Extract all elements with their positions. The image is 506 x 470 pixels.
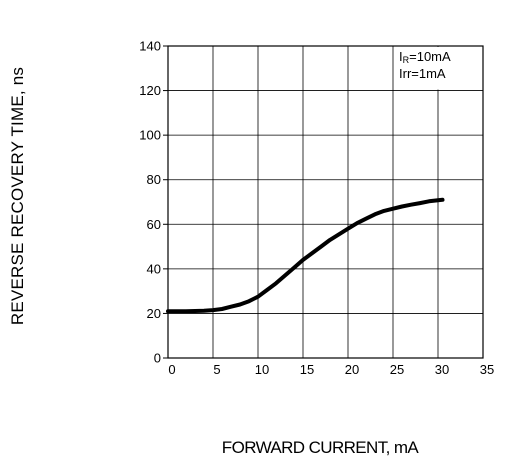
x-tick-label: 15 xyxy=(300,362,314,377)
annotation-irr: Irr=1mA xyxy=(399,66,446,81)
x-tick-label: 25 xyxy=(390,362,404,377)
x-axis-ticks: 0 5 10 15 20 25 30 35 xyxy=(168,362,494,377)
y-tick-label: 0 xyxy=(154,351,161,366)
series-curve xyxy=(166,197,445,314)
y-tick-label: 40 xyxy=(147,261,161,276)
x-tick-label: 0 xyxy=(168,362,175,377)
y-tick-label: 120 xyxy=(139,83,161,98)
y-tick-label: 80 xyxy=(147,172,161,187)
plot-area-frame xyxy=(167,45,484,359)
annotation-ir: IR=10mA xyxy=(399,49,451,65)
x-tick-label: 5 xyxy=(213,362,220,377)
x-tick-label: 35 xyxy=(480,362,494,377)
y-axis-label: REVERSE RECOVERY TIME, ns xyxy=(8,66,27,326)
x-tick-label: 10 xyxy=(255,362,269,377)
x-axis-label: FORWARD CURRENT, mA xyxy=(221,438,419,457)
y-tick-label: 60 xyxy=(147,217,161,232)
annotation-box xyxy=(394,47,482,90)
y-tick-label: 100 xyxy=(139,128,161,143)
y-tick-label: 140 xyxy=(139,39,161,54)
x-tick-label: 30 xyxy=(435,362,449,377)
y-axis-ticks: 0 20 40 60 80 100 120 140 xyxy=(139,39,168,366)
y-tick-label: 20 xyxy=(147,306,161,321)
x-tick-label: 20 xyxy=(345,362,359,377)
